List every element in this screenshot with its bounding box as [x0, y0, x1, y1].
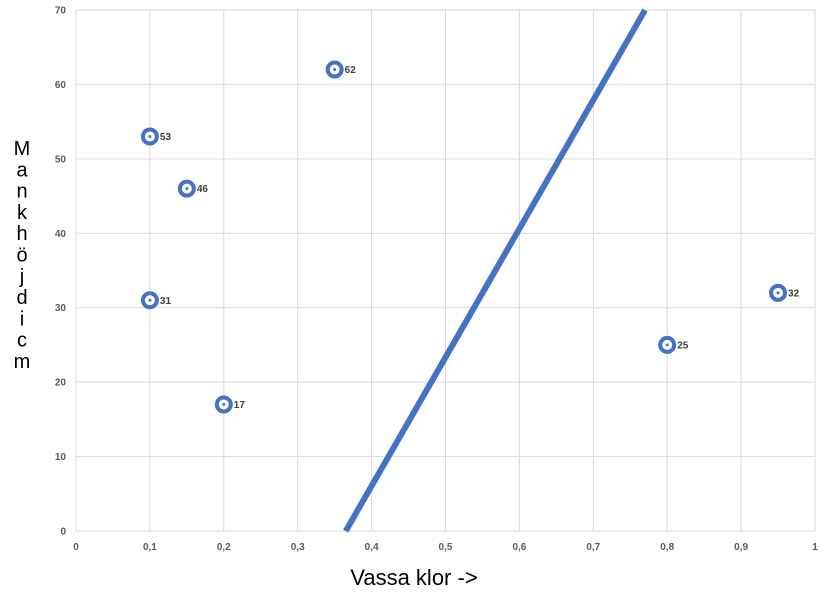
- y-axis-label-char: j: [19, 266, 24, 288]
- y-tick-label: 10: [55, 452, 67, 463]
- data-point: [140, 127, 159, 146]
- y-axis-label-char: i: [20, 308, 24, 330]
- data-point-center: [222, 402, 226, 406]
- x-tick-label: 0,8: [660, 542, 674, 553]
- y-axis-label-char: c: [17, 330, 27, 352]
- data-point: [140, 291, 159, 310]
- x-tick-label: 1: [812, 542, 818, 553]
- y-tick-label: 70: [55, 6, 67, 17]
- y-axis-label-char: m: [14, 351, 31, 373]
- data-point: [658, 335, 677, 354]
- data-point-center: [148, 298, 152, 302]
- x-tick-label: 0,5: [439, 542, 453, 553]
- data-label: 32: [788, 288, 800, 299]
- data-label: 46: [197, 184, 209, 195]
- separator-line: [343, 8, 648, 533]
- data-point-center: [333, 68, 337, 72]
- data-label: 53: [160, 132, 172, 143]
- y-tick-label: 40: [55, 229, 67, 240]
- y-axis-label-char: h: [16, 223, 27, 245]
- y-axis-label-char: k: [17, 202, 28, 224]
- x-tick-label: 0,1: [143, 542, 157, 553]
- y-axis-label-char: n: [16, 181, 27, 203]
- data-point: [769, 283, 788, 302]
- y-axis-label-char: d: [16, 287, 27, 309]
- y-axis-label-char: M: [14, 138, 31, 160]
- data-label: 31: [160, 296, 172, 307]
- data-point: [214, 395, 233, 414]
- y-tick-label: 0: [60, 527, 66, 538]
- data-point-center: [148, 135, 152, 139]
- data-label: 62: [345, 65, 357, 76]
- x-axis-label: Vassa klor ->: [350, 565, 477, 590]
- data-point: [325, 60, 344, 79]
- x-tick-label: 0: [73, 542, 79, 553]
- y-tick-label: 60: [55, 80, 67, 91]
- x-tick-label: 0,3: [291, 542, 305, 553]
- x-tick-label: 0,6: [512, 542, 526, 553]
- x-tick-label: 0,9: [734, 542, 748, 553]
- x-tick-label: 0,2: [217, 542, 231, 553]
- data-point-center: [665, 343, 669, 347]
- y-tick-label: 20: [55, 378, 67, 389]
- data-point: [177, 179, 196, 198]
- y-tick-label: 30: [55, 303, 67, 314]
- data-point-center: [185, 187, 189, 191]
- y-axis-label-char: a: [16, 159, 28, 181]
- separator-line-segment: [343, 8, 648, 533]
- data-label: 17: [234, 400, 246, 411]
- x-tick-labels: 0 0,1 0,2 0,3 0,4 0,5 0,6 0,7 0,8 0,9 1: [73, 542, 818, 553]
- grid: [75, 9, 816, 532]
- data-label: 25: [677, 340, 689, 351]
- y-axis-label-char: ö: [16, 245, 27, 267]
- y-tick-label: 50: [55, 154, 67, 165]
- y-tick-labels: 0 10 20 30 40 50 60 70: [55, 6, 67, 538]
- data-points: [140, 60, 788, 414]
- x-tick-label: 0,4: [365, 542, 379, 553]
- data-point-center: [776, 291, 780, 295]
- data-labels: 53 46 62 31 17 25 32: [160, 65, 800, 411]
- x-tick-label: 0,7: [586, 542, 600, 553]
